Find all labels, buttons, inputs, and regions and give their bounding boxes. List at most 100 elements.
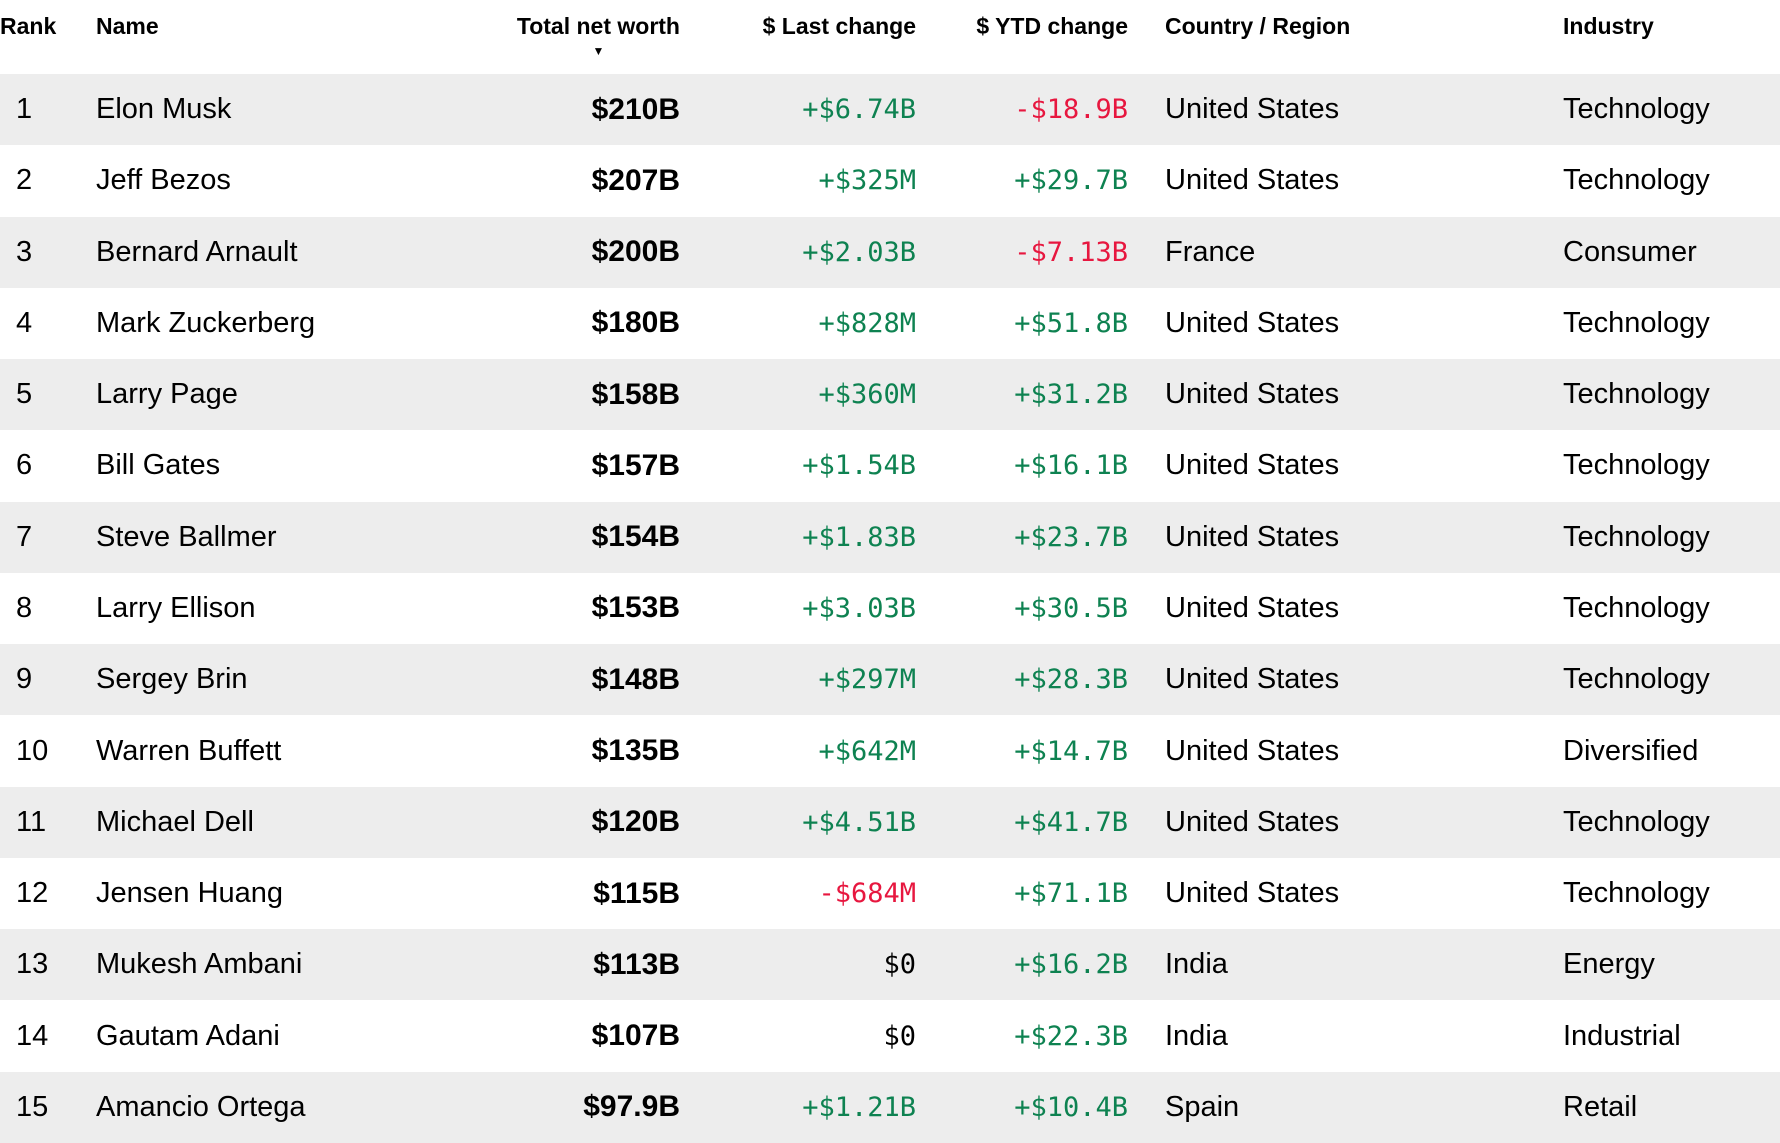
rank-cell: 7 bbox=[16, 520, 33, 553]
table-row[interactable]: 6 Bill Gates $157B +$1.54B +$16.1B Unite… bbox=[0, 430, 1780, 502]
header-total-net-worth-label: Total net worth bbox=[516, 13, 680, 39]
ytd-change-cell: +$16.1B bbox=[1014, 450, 1128, 482]
table-row[interactable]: 9 Sergey Brin $148B +$297M +$28.3B Unite… bbox=[0, 644, 1780, 716]
last-change-cell: +$360M bbox=[818, 379, 916, 411]
ytd-change-cell: +$23.7B bbox=[1014, 521, 1128, 553]
country-cell: United States bbox=[1165, 663, 1340, 696]
country-cell: United States bbox=[1165, 805, 1340, 838]
header-rank[interactable]: Rank bbox=[0, 13, 57, 39]
ytd-change-cell: +$29.7B bbox=[1014, 165, 1128, 197]
country-cell: United States bbox=[1165, 591, 1340, 624]
table-row[interactable]: 11 Michael Dell $120B +$4.51B +$41.7B Un… bbox=[0, 786, 1780, 858]
last-change-cell: +$3.03B bbox=[802, 592, 916, 624]
rank-cell: 1 bbox=[16, 93, 33, 126]
header-industry[interactable]: Industry bbox=[1563, 13, 1654, 39]
country-cell: United States bbox=[1165, 877, 1340, 910]
industry-cell: Technology bbox=[1563, 520, 1710, 553]
industry-cell: Technology bbox=[1563, 805, 1710, 838]
name-cell[interactable]: Bill Gates bbox=[96, 449, 221, 482]
name-cell[interactable]: Mark Zuckerberg bbox=[96, 306, 316, 339]
net-worth-cell: $210B bbox=[591, 92, 680, 126]
country-cell: United States bbox=[1165, 164, 1340, 197]
name-cell[interactable]: Jensen Huang bbox=[96, 877, 284, 910]
industry-cell: Technology bbox=[1563, 164, 1710, 197]
name-cell[interactable]: Bernard Arnault bbox=[96, 235, 298, 268]
ytd-change-cell: +$10.4B bbox=[1014, 1091, 1128, 1123]
table-row[interactable]: 13 Mukesh Ambani $113B $0 +$16.2B India … bbox=[0, 929, 1780, 1001]
name-cell[interactable]: Mukesh Ambani bbox=[96, 948, 303, 981]
table-row[interactable]: 14 Gautam Adani $107B $0 +$22.3B India I… bbox=[0, 1000, 1780, 1072]
country-cell: United States bbox=[1165, 520, 1340, 553]
table-row[interactable]: 10 Warren Buffett $135B +$642M +$14.7B U… bbox=[0, 715, 1780, 787]
industry-cell: Technology bbox=[1563, 93, 1710, 126]
rank-cell: 9 bbox=[16, 663, 33, 696]
rank-cell: 5 bbox=[16, 378, 33, 411]
name-cell[interactable]: Michael Dell bbox=[96, 805, 254, 838]
name-cell[interactable]: Sergey Brin bbox=[96, 663, 248, 696]
net-worth-cell: $207B bbox=[591, 163, 680, 197]
header-ytd-change[interactable]: $ YTD change bbox=[976, 13, 1128, 39]
table-row[interactable]: 2 Jeff Bezos $207B +$325M +$29.7B United… bbox=[0, 145, 1780, 217]
net-worth-cell: $180B bbox=[591, 306, 680, 340]
last-change-cell: +$2.03B bbox=[802, 236, 916, 268]
last-change-cell: $0 bbox=[883, 949, 916, 981]
country-cell: Spain bbox=[1165, 1090, 1240, 1123]
name-cell[interactable]: Gautam Adani bbox=[96, 1019, 280, 1052]
last-change-cell: +$4.51B bbox=[802, 806, 916, 838]
net-worth-cell: $113B bbox=[593, 947, 680, 981]
ytd-change-cell: +$71.1B bbox=[1014, 878, 1128, 910]
name-cell[interactable]: Warren Buffett bbox=[96, 734, 282, 767]
ytd-change-cell: +$30.5B bbox=[1014, 592, 1128, 624]
ytd-change-cell: -$7.13B bbox=[1014, 236, 1128, 268]
table-row[interactable]: 7 Steve Ballmer $154B +$1.83B +$23.7B Un… bbox=[0, 501, 1780, 573]
table-row[interactable]: 5 Larry Page $158B +$360M +$31.2B United… bbox=[0, 359, 1780, 431]
name-cell[interactable]: Elon Musk bbox=[96, 93, 232, 126]
name-cell[interactable]: Larry Page bbox=[96, 378, 238, 411]
country-cell: France bbox=[1165, 235, 1256, 268]
industry-cell: Industrial bbox=[1563, 1019, 1681, 1052]
country-cell: United States bbox=[1165, 306, 1340, 339]
table-header-row: Rank Name Total net worth ▼ $ Last chang… bbox=[0, 0, 1780, 74]
table-row[interactable]: 8 Larry Ellison $153B +$3.03B +$30.5B Un… bbox=[0, 572, 1780, 645]
industry-cell: Technology bbox=[1563, 591, 1710, 624]
industry-cell: Technology bbox=[1563, 378, 1710, 411]
rank-cell: 12 bbox=[16, 877, 49, 910]
net-worth-cell: $115B bbox=[593, 876, 680, 910]
last-change-cell: +$642M bbox=[818, 735, 916, 767]
net-worth-cell: $154B bbox=[591, 520, 680, 554]
name-cell[interactable]: Amancio Ortega bbox=[96, 1090, 306, 1123]
table-row[interactable]: 15 Amancio Ortega $97.9B +$1.21B +$10.4B… bbox=[0, 1071, 1780, 1143]
table-row[interactable]: 4 Mark Zuckerberg $180B +$828M +$51.8B U… bbox=[0, 287, 1780, 360]
table-row[interactable]: 12 Jensen Huang $115B -$684M +$71.1B Uni… bbox=[0, 857, 1780, 930]
name-cell[interactable]: Larry Ellison bbox=[96, 591, 256, 624]
ytd-change-cell: +$51.8B bbox=[1014, 307, 1128, 339]
rank-cell: 14 bbox=[16, 1019, 49, 1052]
last-change-cell: -$684M bbox=[818, 878, 916, 910]
net-worth-cell: $148B bbox=[591, 662, 680, 696]
header-name[interactable]: Name bbox=[96, 13, 159, 39]
last-change-cell: +$297M bbox=[818, 664, 916, 696]
industry-cell: Technology bbox=[1563, 449, 1710, 482]
net-worth-cell: $107B bbox=[591, 1019, 680, 1053]
net-worth-cell: $153B bbox=[591, 591, 680, 625]
last-change-cell: +$828M bbox=[818, 307, 916, 339]
name-cell[interactable]: Steve Ballmer bbox=[96, 520, 277, 553]
net-worth-cell: $135B bbox=[591, 734, 680, 768]
ytd-change-cell: +$14.7B bbox=[1014, 735, 1128, 767]
table-body: 1 Elon Musk $210B +$6.74B -$18.9B United… bbox=[0, 74, 1780, 1143]
industry-cell: Technology bbox=[1563, 877, 1710, 910]
header-country[interactable]: Country / Region bbox=[1165, 13, 1351, 39]
rank-cell: 11 bbox=[16, 805, 47, 838]
table-row[interactable]: 3 Bernard Arnault $200B +$2.03B -$7.13B … bbox=[0, 216, 1780, 288]
name-cell[interactable]: Jeff Bezos bbox=[96, 164, 231, 197]
net-worth-cell: $157B bbox=[591, 448, 680, 482]
industry-cell: Retail bbox=[1563, 1090, 1638, 1123]
last-change-cell: +$1.83B bbox=[802, 521, 916, 553]
industry-cell: Technology bbox=[1563, 306, 1710, 339]
header-total-net-worth[interactable]: Total net worth ▼ bbox=[420, 0, 680, 57]
table-row[interactable]: 1 Elon Musk $210B +$6.74B -$18.9B United… bbox=[0, 74, 1780, 146]
header-last-change[interactable]: $ Last change bbox=[762, 13, 916, 39]
industry-cell: Consumer bbox=[1563, 235, 1697, 268]
country-cell: United States bbox=[1165, 93, 1340, 126]
